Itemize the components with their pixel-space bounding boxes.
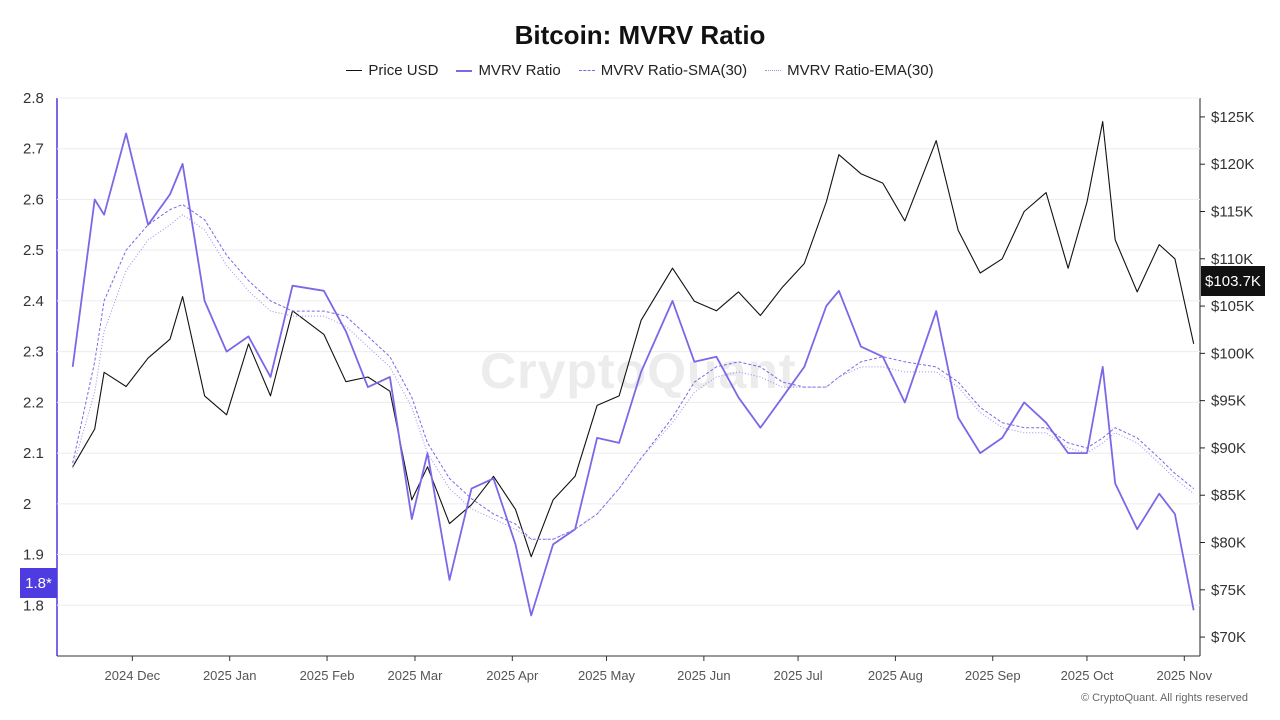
legend-label-ema: MVRV Ratio-EMA(30) [787, 62, 934, 79]
x-tick-label: 2025 Jan [203, 668, 257, 683]
copyright: © CryptoQuant. All rights reserved [1080, 692, 1248, 704]
legend-label-sma: MVRV Ratio-SMA(30) [600, 62, 748, 79]
y-left-tick-label: 2.2 [23, 394, 44, 411]
chart-title: Bitcoin: MVRV Ratio [514, 20, 766, 50]
y-right-tick-label: $75K [1211, 582, 1246, 599]
series-price-line [72, 121, 1195, 558]
y-left-tick-label: 2.3 [23, 344, 44, 361]
x-tick-label: 2025 Aug [868, 668, 923, 683]
legend-item-price[interactable]: Price USD [346, 62, 438, 79]
legend-label-mvrv: MVRV Ratio [478, 62, 561, 79]
y-axis-left: 2.8 2.7 2.6 2.5 2.4 2.3 2.2 2.1 2 1.9 1.8 [23, 90, 44, 614]
series-group [71, 121, 1195, 617]
y-right-tick-label: $115K [1211, 203, 1253, 220]
legend-swatch-sma [578, 70, 595, 71]
y-left-tick-label: 2 [23, 496, 31, 513]
grid [56, 97, 1201, 657]
y-left-tick-label: 1.9 [23, 547, 44, 564]
legend: Price USD MVRV Ratio MVRV Ratio-SMA(30) … [0, 62, 1280, 79]
y-left-tick-label: 2.6 [23, 191, 44, 208]
y-right-tick-label: $125K [1211, 109, 1254, 126]
y-left-tick-label: 2.7 [23, 141, 44, 158]
x-tick-label: 2025 May [578, 668, 636, 683]
current-price-badge: $103.7K [1201, 266, 1265, 296]
y-right-tick-label: $95K [1211, 393, 1246, 410]
y-right-tick-label: $85K [1211, 487, 1246, 504]
legend-item-mvrv[interactable]: MVRV Ratio [456, 62, 561, 79]
y-axis-right: $125K $120K $115K $110K $105K $100K $95K $90K $8… [1200, 109, 1254, 646]
legend-label-price: Price USD [368, 62, 439, 79]
y-right-tick-label: $105K [1211, 298, 1254, 315]
legend-item-sma[interactable]: MVRV Ratio-SMA(30) [578, 62, 748, 79]
y-left-tick-label: 2.8 [23, 90, 44, 107]
y-right-tick-label: $120K [1211, 156, 1254, 173]
y-right-tick-label: $90K [1211, 440, 1246, 457]
y-right-tick-label: $80K [1211, 535, 1246, 552]
x-tick-label: 2025 Feb [300, 668, 355, 683]
x-tick-label: 2025 Oct [1061, 668, 1114, 683]
y-left-tick-label: 1.8 [23, 597, 44, 614]
legend-swatch-price [346, 70, 363, 71]
x-tick-label: 2025 Jun [677, 668, 731, 683]
x-tick-label: 2025 Nov [1156, 668, 1212, 683]
current-mvrv-badge: 1.8* [20, 568, 57, 598]
y-left-tick-label: 2.4 [23, 293, 44, 310]
y-right-tick-label: $110K [1211, 251, 1253, 268]
x-tick-label: 2025 Sep [965, 668, 1021, 683]
x-tick-label: 2025 Mar [388, 668, 444, 683]
y-right-tick-label: $100K [1211, 345, 1254, 362]
series-mvrv-line [71, 132, 1195, 617]
x-axis: 2024 Dec 2025 Jan 2025 Feb 2025 Mar 2025 Apr… [105, 656, 1213, 683]
series-sma-line [72, 204, 1195, 540]
legend-item-ema[interactable]: MVRV Ratio-EMA(30) [765, 62, 934, 79]
y-left-tick-label: 2.5 [23, 242, 44, 259]
series-ema-line [72, 214, 1195, 540]
y-right-tick-label: $70K [1211, 629, 1246, 646]
x-tick-label: 2025 Jul [773, 668, 822, 683]
legend-swatch-mvrv [456, 69, 473, 72]
y-left-tick-label: 2.1 [23, 445, 44, 462]
x-tick-label: 2024 Dec [105, 668, 161, 683]
legend-swatch-ema [765, 70, 782, 71]
x-tick-label: 2025 Apr [486, 668, 539, 683]
